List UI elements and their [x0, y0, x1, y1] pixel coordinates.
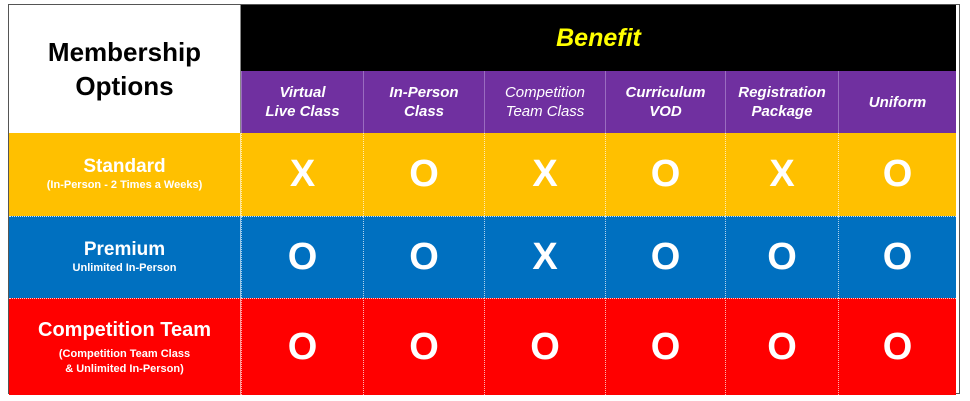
mark-standard-uniform: O [838, 133, 956, 216]
benefit-label-line2: Package [751, 103, 813, 120]
benefit-label-line1: Curriculum [625, 84, 706, 101]
benefit-virtual-live-class: Virtual Live Class [241, 71, 363, 133]
membership-benefits-table: Membership Options Benefit Virtual Live … [8, 4, 960, 395]
mark-standard-registration: X [725, 133, 838, 216]
mark-premium-in-person: O [363, 216, 484, 298]
benefit-registration-package: Registration Package [725, 71, 838, 133]
mark-competition-virtual: O [241, 298, 363, 395]
mark-premium-registration: O [725, 216, 838, 298]
mark-standard-competition: X [484, 133, 605, 216]
benefit-label-line1: Uniform [868, 93, 927, 111]
benefit-label-line2: Class [403, 103, 445, 120]
mark-standard-virtual: X [241, 133, 363, 216]
row-title: Premium [83, 239, 166, 260]
row-title: Competition Team [38, 319, 211, 341]
row-subtitle: Unlimited In-Person [72, 262, 177, 274]
benefit-label-line1: Virtual [279, 84, 326, 101]
mark-standard-curriculum: O [605, 133, 725, 216]
mark-competition-competition: O [484, 298, 605, 395]
row-title: Standard [83, 156, 166, 177]
row-subtitle: (Competition Team Class [58, 348, 191, 360]
benefit-label-line1: Competition [504, 84, 586, 101]
mark-premium-curriculum: O [605, 216, 725, 298]
mark-premium-competition: X [484, 216, 605, 298]
row-label-standard: Standard (In-Person - 2 Times a Weeks) [9, 133, 241, 216]
mark-premium-virtual: O [241, 216, 363, 298]
benefit-header: Benefit [241, 5, 956, 71]
membership-options-header: Membership Options [9, 5, 241, 133]
mark-competition-registration: O [725, 298, 838, 395]
benefit-uniform: Uniform [838, 71, 956, 133]
mark-standard-in-person: O [363, 133, 484, 216]
benefit-label-line2: Team Class [505, 103, 585, 120]
benefit-competition-team-class: Competition Team Class [484, 71, 605, 133]
benefit-label-line2: Live Class [265, 103, 340, 120]
mark-competition-curriculum: O [605, 298, 725, 395]
benefit-curriculum-vod: Curriculum VOD [605, 71, 725, 133]
row-label-premium: Premium Unlimited In-Person [9, 216, 241, 298]
benefit-label-line1: Registration [738, 84, 826, 101]
row-label-competition-team: Competition Team (Competition Team Class… [9, 298, 241, 395]
membership-options-line2: Options [75, 71, 174, 101]
row-subtitle: (In-Person - 2 Times a Weeks) [46, 179, 203, 191]
row-subtitle-line2: & Unlimited In-Person) [65, 363, 184, 375]
benefit-label-line1: In-Person [389, 84, 459, 101]
benefit-label-line2: VOD [649, 103, 682, 120]
membership-options-line1: Membership [47, 37, 202, 67]
benefit-in-person-class: In-Person Class [363, 71, 484, 133]
mark-competition-uniform: O [838, 298, 956, 395]
mark-competition-in-person: O [363, 298, 484, 395]
mark-premium-uniform: O [838, 216, 956, 298]
